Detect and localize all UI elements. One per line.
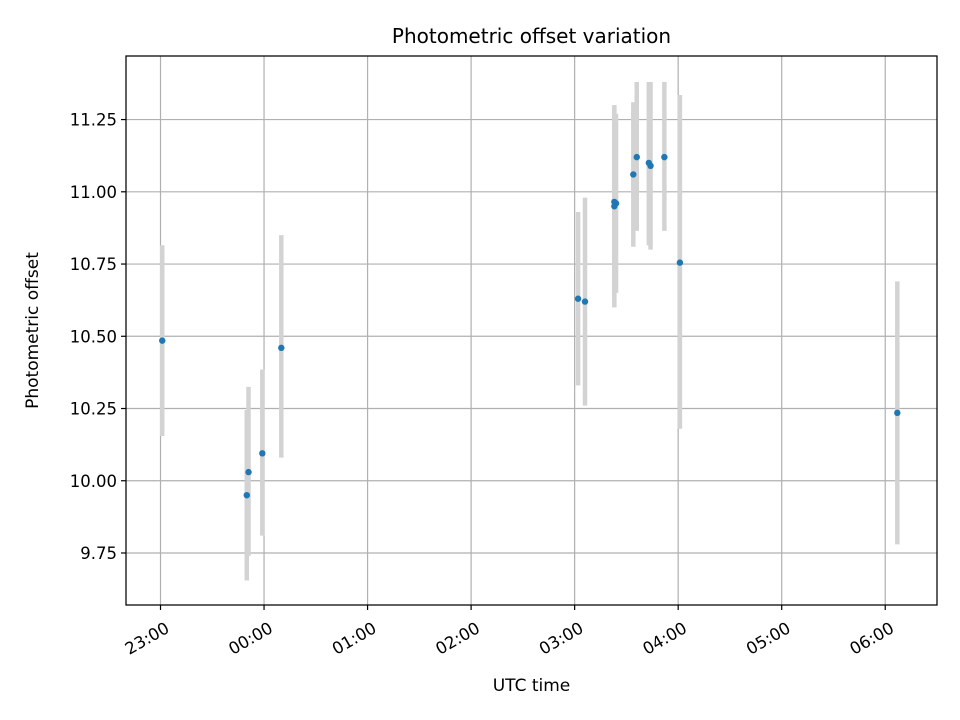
y-tick-label: 10.25 — [70, 400, 117, 419]
data-point — [245, 468, 252, 476]
data-point — [574, 295, 582, 302]
data-points — [159, 153, 901, 499]
data-point — [243, 492, 250, 499]
data-point — [581, 298, 589, 305]
y-tick-label: 10.00 — [70, 472, 117, 491]
data-point — [159, 337, 166, 344]
data-point — [259, 450, 266, 457]
data-point — [676, 259, 684, 266]
data-point — [894, 409, 901, 417]
data-point — [278, 344, 285, 352]
y-tick-label: 11.25 — [70, 111, 117, 130]
y-tick-label: 11.00 — [70, 183, 117, 202]
data-point — [647, 162, 654, 169]
plot-frame — [125, 55, 938, 606]
data-point — [612, 200, 620, 207]
y-tick-label: 9.75 — [80, 544, 117, 563]
data-point — [630, 171, 637, 178]
data-point — [661, 153, 668, 161]
y-tick-label: 10.50 — [70, 327, 117, 346]
x-axis-label: UTC time — [493, 676, 571, 696]
chart-title: Photometric offset variation — [392, 24, 671, 48]
data-point — [633, 153, 640, 161]
y-axis-label: Photometric offset — [23, 252, 43, 409]
y-ticks: 9.75 10.00 10.25 10.50 10.75 11.00 11.25 — [70, 111, 126, 563]
y-tick-label: 10.75 — [70, 255, 117, 274]
